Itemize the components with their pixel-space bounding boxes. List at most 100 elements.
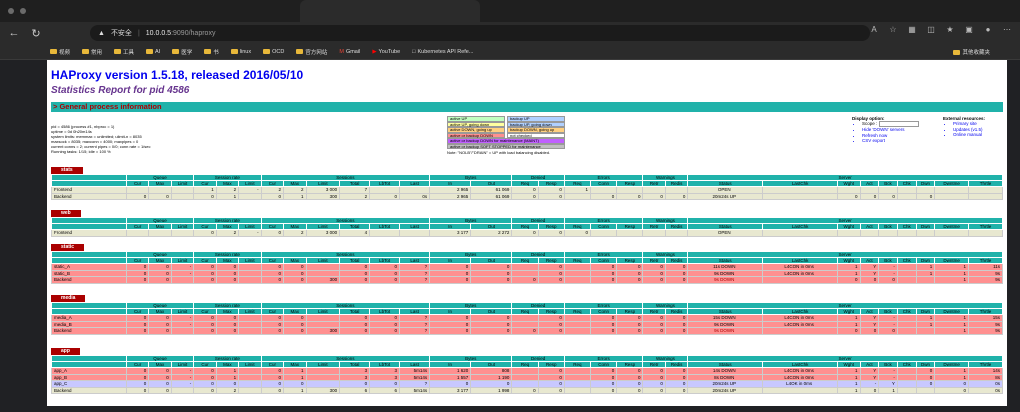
scope-input[interactable] [878,121,919,127]
column-header: Resp [537,308,565,315]
bookmark-kubernetes[interactable]: □ Kubernetes API Refe... [412,48,474,55]
legend-backup-going-down: backup UP, going down [507,121,565,127]
table-cell: 0 [369,327,401,335]
table-cell: 1 [283,192,307,200]
table-cell: 300 [305,327,341,335]
column-header: Redis [664,257,689,264]
table-cell: 2 272 [470,229,513,237]
table-cell: 0s [967,386,1004,394]
column-header: Thrtle [967,180,1004,187]
table-cell: 0 [193,192,217,200]
table-cell: 0 [664,192,689,200]
table-cell: 300 [305,276,341,284]
folder-icon [263,49,271,54]
other-bookmarks[interactable]: 其他收藏夹 [953,48,990,56]
collections-icon[interactable]: ▣ [965,25,973,34]
table-cell [762,229,839,237]
table-row: Frontend 0 2-0 2 3 000 4 3 177 2 272 0 0 0 OPEN [51,229,1004,237]
csv-export-link[interactable]: CSV export [862,138,919,144]
column-header: Wght [837,223,861,230]
hide-down-link[interactable]: Hide 'DOWN' servers [862,127,919,133]
browser-tab-active[interactable] [300,0,480,22]
column-header: Max [283,180,307,187]
reload-icon[interactable]: ↻ [31,27,41,40]
folder-icon [204,49,212,54]
bookmark-item[interactable]: 官方网站 [296,48,327,56]
bookmark-item[interactable]: linux [230,49,251,55]
primary-site-link[interactable]: Primary site [953,121,985,127]
url-bar[interactable]: ▲ 不安全 | 10.0.0.5:9090/haproxy [90,25,870,41]
table-cell [878,229,898,237]
table-cell: 3 177 [429,386,472,394]
manual-link[interactable]: Online manual [953,132,985,138]
proxy-table: Queue Session rate Sessions Bytes Denied Erro… [51,355,1004,394]
bookmark-item[interactable]: 书 [204,48,219,56]
bookmark-item[interactable]: OCD [263,49,284,55]
extension-icon[interactable]: ▦ [908,25,916,34]
table-cell: 0 [283,276,307,284]
bookmark-gmail[interactable]: M Gmail [339,48,361,55]
favorite-star-icon[interactable]: ☆ [889,25,897,34]
row-name[interactable]: Frontend [51,229,127,237]
table-row: Backend 0 0 0 1 0 1 300 2 0 0s 2 965 61 069 0 0 0 0 0 0 20m… [51,192,1004,200]
updates-link[interactable]: Updates (v1.5) [953,127,985,133]
bookmark-item[interactable]: 医学 [172,48,192,56]
table-cell [148,229,172,237]
table-cell [915,327,936,335]
table-cell: 0 [429,276,472,284]
table-cell: 0 [859,192,880,200]
table-cell: 0 [148,386,172,394]
proxy-section-static: static Queue Session rate Sessions Bytes Deni… [51,244,1004,284]
table-cell: 3 000 [305,229,341,237]
legend-active-going-down: active UP, going down [447,121,505,127]
table-cell: 1 [934,327,969,335]
bookmark-item[interactable]: AI [146,49,160,55]
favorites-icon[interactable]: ★ [946,25,954,34]
folder-icon [146,49,154,54]
read-aloud-icon[interactable]: A [871,25,877,34]
proxy-name[interactable]: app [51,348,80,355]
row-name[interactable]: Backend [51,386,127,394]
proxy-name[interactable]: web [51,210,81,217]
proxy-name[interactable]: stats [51,167,83,174]
insecure-label: 不安全 [110,30,132,37]
column-header: Thrtle [967,361,1004,368]
table-cell: 0 [563,229,592,237]
info-line: maxsock = 8035; maxconn = 4000; maxpipes… [51,139,139,144]
table-cell: 0 [859,386,880,394]
more-icon[interactable]: ⋯ [1003,25,1011,34]
back-icon[interactable]: ← [8,27,20,39]
table-cell: 0 [215,276,240,284]
column-header: Thrtle [967,308,1004,315]
column-header: Cur [125,180,150,187]
status-cell: 9s DOWN [687,276,764,284]
row-name[interactable]: Backend [51,327,127,335]
table-cell [915,276,936,284]
bookmark-item[interactable]: 常用 [82,48,102,56]
folder-icon [172,49,180,54]
bookmark-item[interactable]: 视频 [50,48,70,56]
info-line: current conns = 2; current pipes = 0/0; … [51,144,151,149]
table-cell [896,327,917,335]
column-header: Cur [193,257,217,264]
bookmark-item[interactable]: 工具 [114,48,134,56]
table-cell [170,386,195,394]
row-name[interactable]: Backend [51,192,127,200]
split-screen-icon[interactable]: ◫ [927,25,935,34]
row-name[interactable]: Backend [51,276,127,284]
external-heading: External resources: [943,116,986,121]
column-header: Cur [193,180,217,187]
proxy-name[interactable]: media [51,295,86,302]
page-title: HAProxy version 1.5.18, released 2016/05… [51,68,304,82]
table-cell [967,229,1004,237]
table-cell: 0 [125,386,150,394]
bookmark-youtube[interactable]: ▶ YouTube [372,48,401,55]
legend-backup-going-up: backup DOWN, going up [507,127,565,133]
refresh-link[interactable]: Refresh now [862,133,919,139]
table-cell: 0 [260,192,285,200]
profile-icon[interactable]: ● [985,25,991,34]
table-cell [238,192,262,200]
legend-backup-up: backup UP [507,116,565,122]
table-cell: 0 [125,276,150,284]
proxy-name[interactable]: static [51,244,85,251]
